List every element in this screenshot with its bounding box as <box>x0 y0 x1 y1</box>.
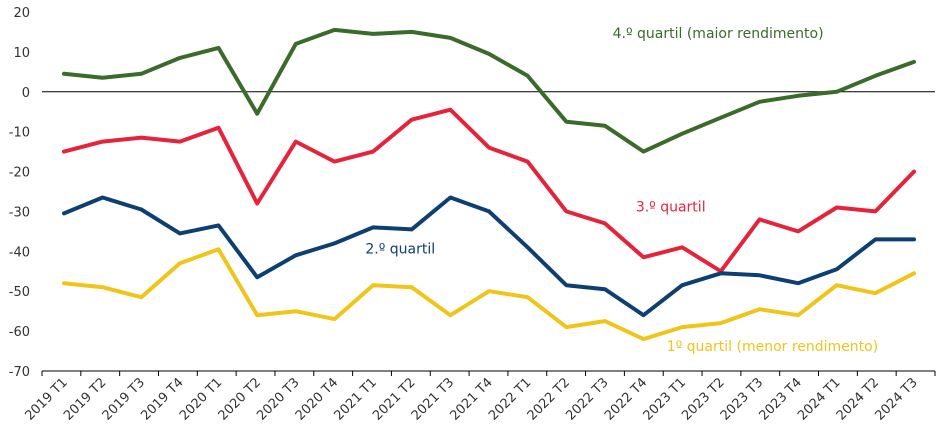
y-tick-label: 10 <box>13 46 30 61</box>
y-axis: 20 10 0 -10 -20 -30 -40 -50 -60 -70 <box>9 6 30 380</box>
y-tick-label: -10 <box>9 126 30 141</box>
series-line-2 <box>62 107 916 274</box>
y-tick-label: -60 <box>9 325 30 340</box>
y-tick-label: -30 <box>9 205 30 220</box>
series-labels: 4.º quartil (maior rendimento) 3.º quarti… <box>365 26 878 355</box>
series-line-1 <box>62 27 916 154</box>
series-label-4: 1º quartil (menor rendimento) <box>667 339 878 355</box>
y-tick-label: 20 <box>13 6 30 21</box>
y-tick-label: -70 <box>9 365 30 380</box>
series-line-3 <box>62 195 916 318</box>
series-label-2: 3.º quartil <box>636 199 706 215</box>
y-tick-label: -50 <box>9 285 30 300</box>
series-line-4 <box>62 247 916 342</box>
y-tick-label: -40 <box>9 245 30 260</box>
x-axis-tickmarks <box>41 371 936 376</box>
series-label-3: 2.º quartil <box>365 241 435 257</box>
x-tick-label: 2024 T3 <box>872 375 920 423</box>
series-label-1: 4.º quartil (maior rendimento) <box>613 26 824 42</box>
series-group <box>62 27 916 342</box>
y-tick-label: 0 <box>22 86 30 101</box>
y-tick-label: -20 <box>9 166 30 181</box>
